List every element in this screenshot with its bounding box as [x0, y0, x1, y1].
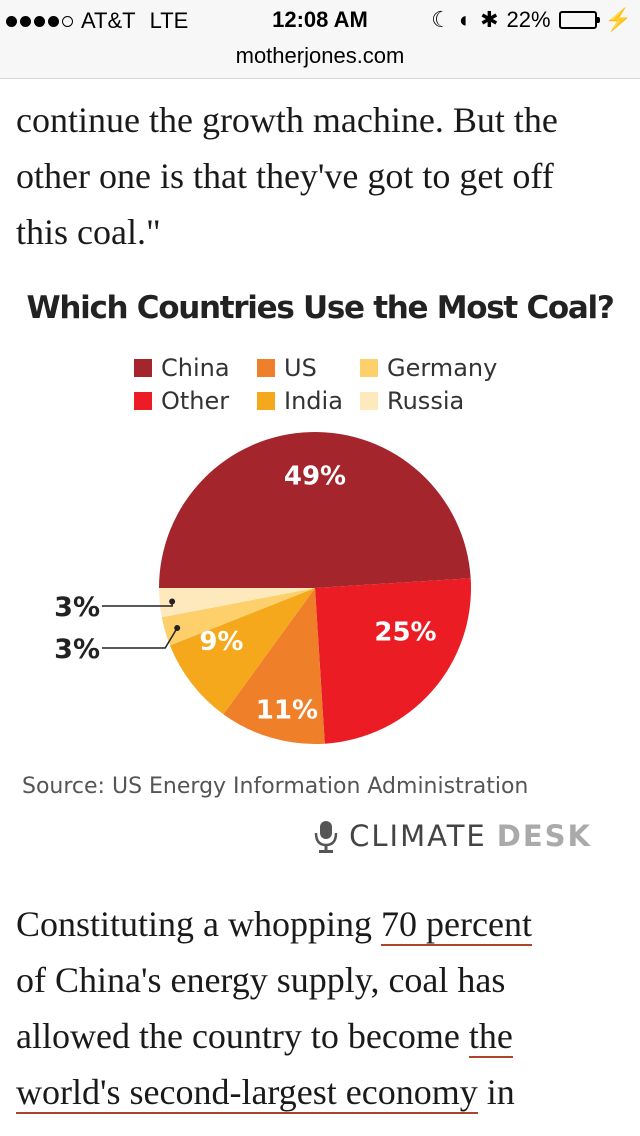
pie-slice-china: [159, 432, 471, 588]
legend-swatch: [257, 392, 275, 410]
pie-slice-germany: [161, 588, 315, 646]
slice-label-us: 11%: [256, 696, 318, 726]
climate-desk-logo: CLIMATE DESK: [313, 818, 592, 854]
legend-swatch: [134, 359, 152, 377]
legend-item-india: India: [257, 387, 343, 415]
leader-line-germany: [102, 627, 178, 649]
pie-slice-other: [315, 578, 471, 744]
legend-swatch: [360, 359, 378, 377]
network-type: LTE: [149, 8, 189, 33]
legend-label: Other: [161, 387, 230, 415]
charging-icon: ⚡: [604, 7, 632, 32]
pie-slice-us: [223, 588, 325, 744]
battery-percent: 22%: [506, 7, 551, 32]
article-paragraph-top: continue the growth machine. But the oth…: [16, 92, 626, 260]
text-segment: in: [477, 1072, 515, 1112]
slice-label-other: 25%: [374, 618, 436, 648]
text-segment: allowed the country to become: [16, 1016, 469, 1056]
legend-swatch: [360, 392, 378, 410]
text-line: other one is that they've got to get off: [16, 156, 554, 196]
pie-slice-russia: [159, 588, 315, 618]
legend-item-germany: Germany: [360, 354, 497, 382]
text-line: allowed the country to become the: [16, 1008, 626, 1064]
text-line: of China's energy supply, coal has: [16, 960, 506, 1000]
signal-strength-icon: [6, 15, 73, 27]
chart-title: Which Countries Use the Most Coal?: [26, 290, 614, 326]
url-text: motherjones.com: [235, 43, 405, 68]
legend-label: US: [284, 354, 317, 382]
legend-label: Germany: [387, 354, 498, 382]
leader-dot-germany: [174, 625, 181, 632]
microphone-icon: [314, 821, 338, 853]
legend-item-us: US: [257, 354, 317, 382]
slice-label-germany: 3%: [54, 634, 100, 665]
text-line: this coal.": [16, 212, 161, 252]
slice-label-russia: 3%: [54, 592, 100, 623]
battery-icon: [558, 11, 600, 29]
status-time: 12:08 AM: [272, 7, 368, 32]
legend-item-russia: Russia: [360, 387, 464, 415]
legend-label: India: [284, 387, 343, 415]
text-line: Constituting a whopping 70 percent: [16, 896, 626, 952]
moon-icon: ☾: [431, 7, 451, 32]
chart-source: Source: US Energy Information Administra…: [22, 774, 529, 799]
slice-label-china: 49%: [284, 462, 346, 492]
article-paragraph-bottom: Constituting a whopping 70 percent of Ch…: [16, 896, 626, 1120]
address-bar[interactable]: motherjones.com: [0, 40, 640, 79]
link-second-largest-economy-part1[interactable]: the: [468, 1016, 513, 1058]
legend-swatch: [257, 359, 275, 377]
text-segment: Constituting a whopping: [16, 904, 382, 944]
link-second-largest-economy-part2[interactable]: world's second-largest economy: [16, 1072, 478, 1114]
status-left: AT&T LTE: [6, 8, 188, 34]
text-line: continue the growth machine. But the: [16, 100, 558, 140]
leader-dot-russia: [169, 598, 176, 605]
carrier-name: AT&T: [81, 8, 136, 33]
status-right: ☾ ◐ ✱ 22% ⚡: [431, 7, 632, 33]
slice-label-india: 9%: [199, 627, 243, 657]
link-70-percent[interactable]: 70 percent: [381, 904, 532, 946]
legend-label: Russia: [387, 387, 465, 415]
legend-swatch: [134, 392, 152, 410]
pie-slice-india: [169, 588, 315, 715]
text-line: world's second-largest economy in: [16, 1064, 626, 1120]
bluetooth-icon: ✱: [480, 7, 499, 32]
legend-item-china: China: [134, 354, 230, 382]
status-bar: AT&T LTE 12:08 AM ☾ ◐ ✱ 22% ⚡: [0, 0, 640, 40]
brand-word-desk: DESK: [496, 819, 592, 853]
brand-word-climate: CLIMATE: [349, 819, 487, 853]
rotation-lock-icon: ◐: [458, 7, 473, 32]
legend-label: China: [161, 354, 230, 382]
pie-chart: 49% 25% 11% 9% 3% 3%: [54, 432, 471, 744]
legend-item-other: Other: [134, 387, 229, 415]
